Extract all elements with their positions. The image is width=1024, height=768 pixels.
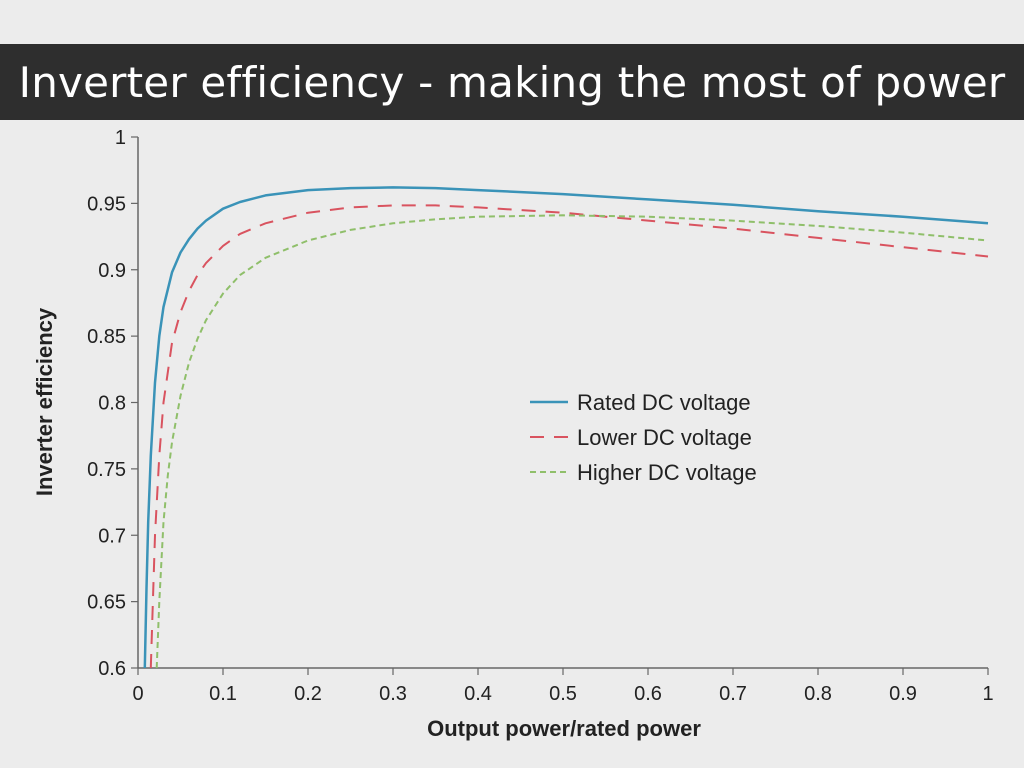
y-tick-label: 0.7 (98, 525, 126, 547)
series-line-1 (143, 186, 989, 668)
series-lines (143, 186, 989, 668)
y-tick-label: 0.95 (87, 193, 126, 215)
legend-label: Higher DC voltage (577, 460, 757, 485)
x-tick-label: 0.3 (379, 683, 407, 705)
x-tick-label: 0.8 (804, 683, 832, 705)
title-bar: Inverter efficiency - making the most of… (0, 44, 1024, 120)
x-tick-label: 0.9 (889, 683, 917, 705)
legend-label: Rated DC voltage (577, 390, 751, 415)
axes (131, 136, 989, 675)
y-tick-label: 0.65 (87, 592, 126, 614)
x-tick-label: 1 (982, 683, 993, 705)
x-tick-label: 0.4 (464, 683, 492, 705)
y-tick-label: 0.6 (98, 658, 126, 680)
x-tick-label: 0.2 (294, 683, 322, 705)
y-tick-label: 0.85 (87, 326, 126, 348)
series-line-2 (149, 204, 989, 668)
legend: Rated DC voltage Lower DC voltage Higher D… (530, 390, 757, 485)
x-tick-label: 0.5 (549, 683, 577, 705)
x-tick-label: 0.1 (209, 683, 237, 705)
tick-labels: 0 0.1 0.2 0.3 0.4 0.5 0.6 0.7 0.8 0.9 1 0.6 0.65 0.7 0… (87, 127, 994, 705)
y-tick-label: 1 (115, 127, 126, 149)
y-tick-label: 0.8 (98, 393, 126, 415)
x-tick-label: 0.7 (719, 683, 747, 705)
legend-label: Lower DC voltage (577, 425, 752, 450)
chart-title: Inverter efficiency - making the most of… (18, 57, 1006, 107)
x-axis-title: Output power/rated power (427, 716, 701, 741)
y-axis-title: Inverter efficiency (32, 307, 57, 496)
x-tick-label: 0.6 (634, 683, 662, 705)
series-line-3 (155, 214, 989, 668)
y-tick-label: 0.9 (98, 260, 126, 282)
y-tick-label: 0.75 (87, 459, 126, 481)
x-tick-label: 0 (132, 683, 143, 705)
